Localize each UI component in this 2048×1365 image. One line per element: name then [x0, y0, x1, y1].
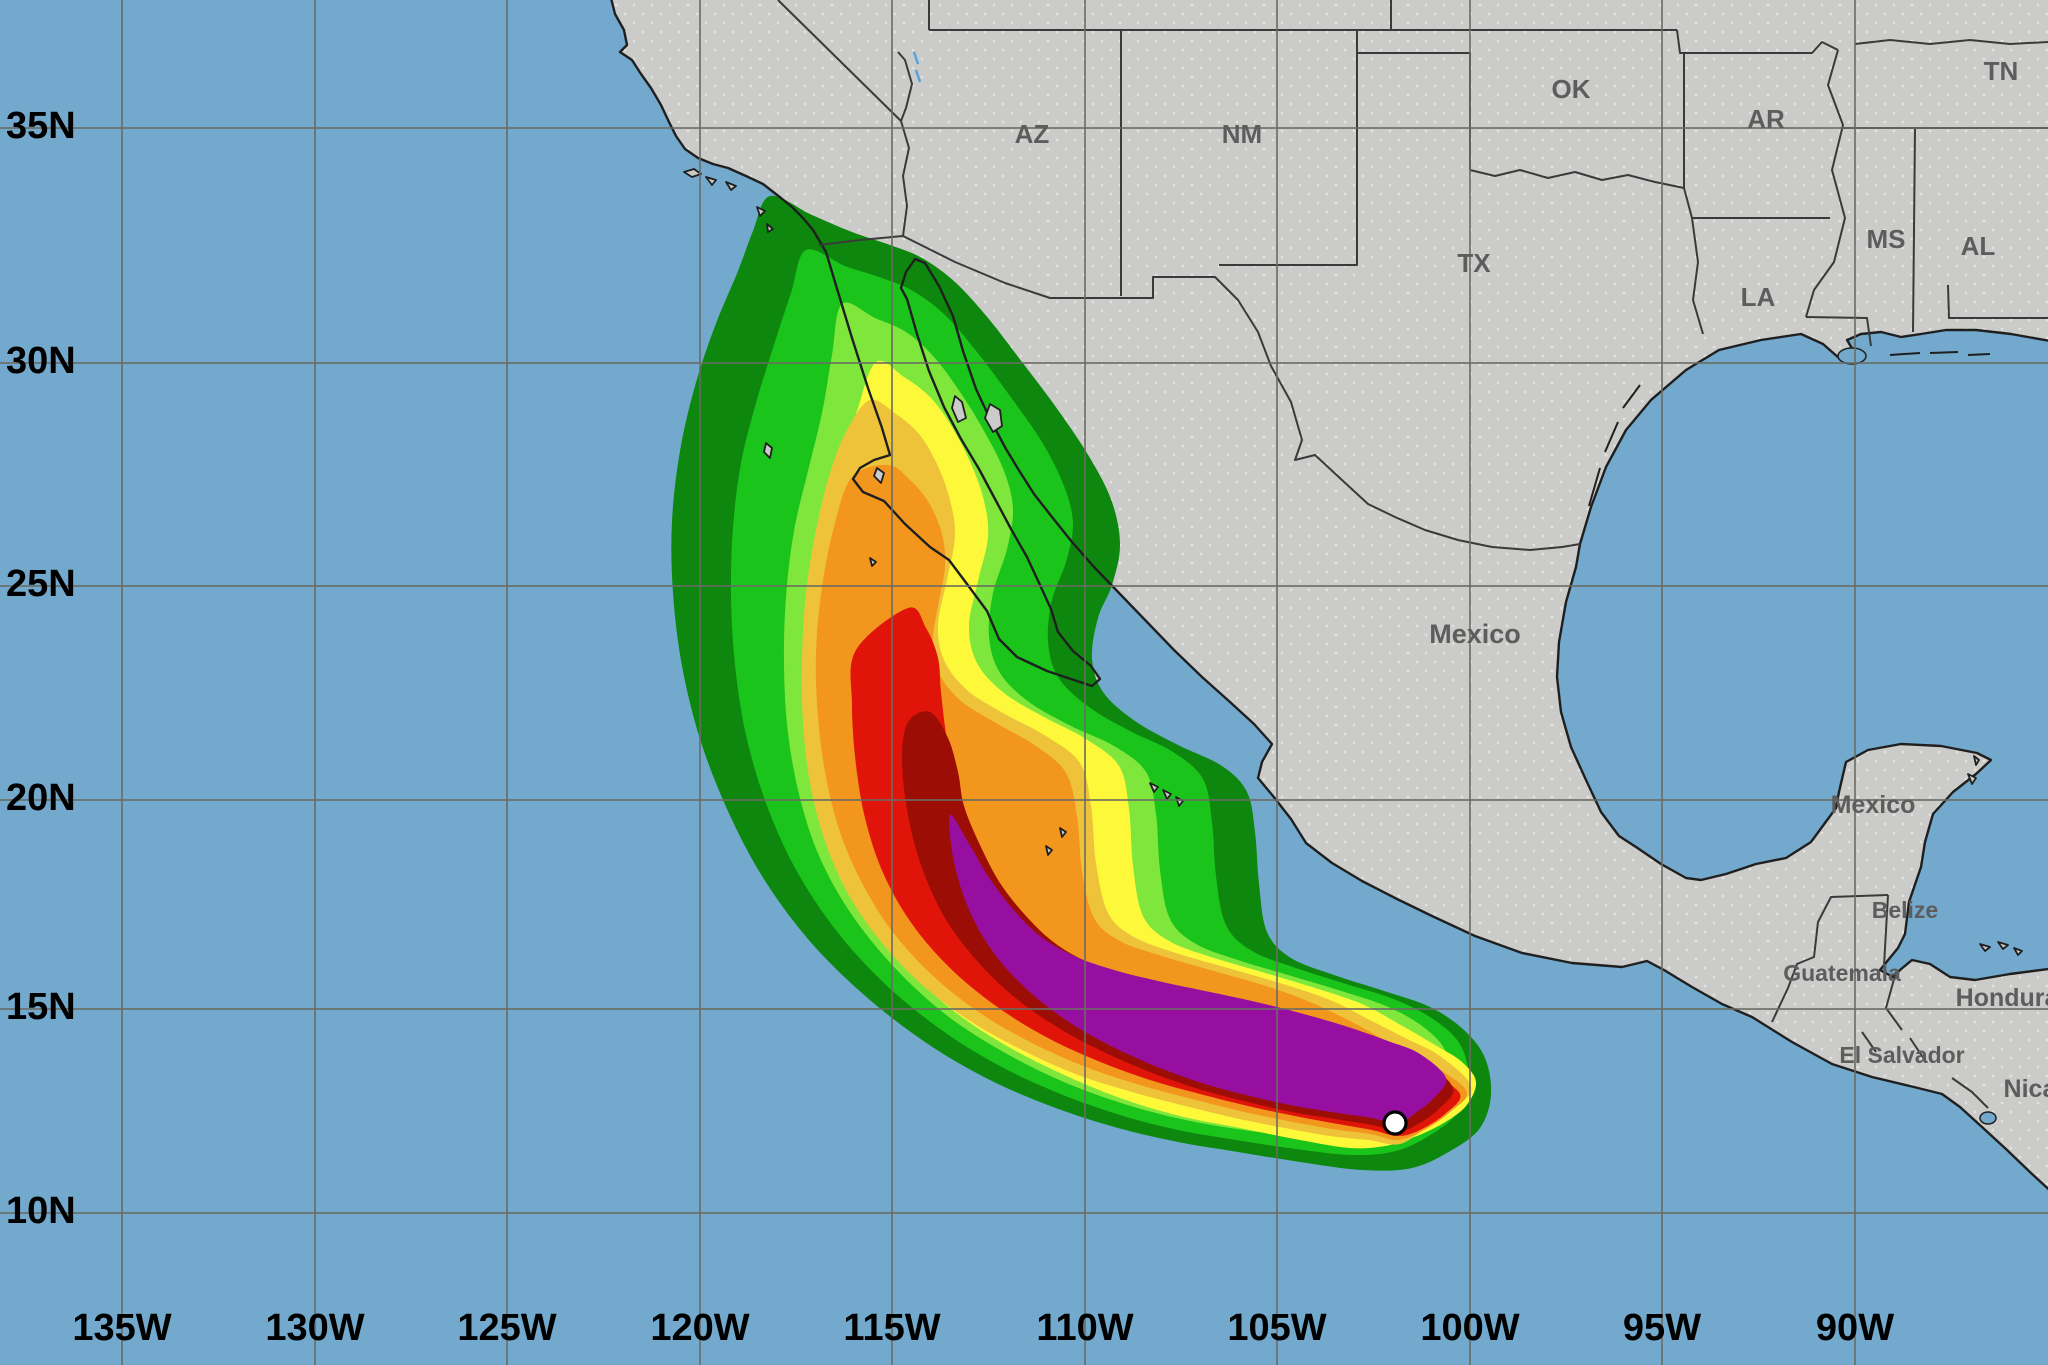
state-label-nm: NM: [1222, 119, 1262, 149]
lat-label-20n: 20N: [6, 777, 76, 819]
state-label-tn: TN: [1984, 56, 2019, 86]
lon-label-115w: 115W: [843, 1307, 940, 1349]
wind-probability-swath: [671, 195, 1492, 1171]
lon-label-105w: 105W: [1227, 1307, 1326, 1349]
country-label-mexico-yucatan: Mexico: [1831, 791, 1916, 819]
lon-label-135w: 135W: [72, 1307, 171, 1349]
lon-label-125w: 125W: [457, 1307, 556, 1349]
state-label-al: AL: [1961, 231, 1996, 261]
state-label-la: LA: [1741, 282, 1776, 312]
lat-label-10n: 10N: [6, 1190, 76, 1232]
lat-label-25n: 25N: [6, 563, 76, 605]
state-label-ar: AR: [1747, 104, 1785, 134]
country-label-mexico-mainland: Mexico: [1429, 619, 1521, 649]
lon-label-120w: 120W: [650, 1307, 749, 1349]
state-label-ms: MS: [1867, 224, 1906, 254]
country-label-belize: Belize: [1872, 897, 1938, 923]
storm-center-marker: [1382, 1110, 1408, 1136]
state-label-ok: OK: [1552, 74, 1591, 104]
coastline-layer: [610, 0, 2048, 1191]
lon-label-130w: 130W: [265, 1307, 364, 1349]
country-label-nicaragua: Nicaragua: [2004, 1075, 2048, 1103]
state-label-tx: TX: [1457, 248, 1491, 278]
lon-label-110w: 110W: [1036, 1307, 1133, 1349]
country-label-honduras: Honduras: [1956, 984, 2048, 1012]
lon-label-95w: 95W: [1623, 1307, 1701, 1349]
lon-label-100w: 100W: [1420, 1307, 1519, 1349]
country-label-guatemala: Guatemala: [1783, 960, 1901, 986]
probability-band-purple: [949, 814, 1447, 1125]
state-border-layer: [777, 0, 2048, 1109]
probability-band-red: [850, 607, 1461, 1136]
country-label-el-salvador: El Salvador: [1839, 1042, 1964, 1068]
lat-label-30n: 30N: [6, 340, 76, 382]
state-label-az: AZ: [1015, 119, 1050, 149]
lat-label-35n: 35N: [6, 105, 76, 147]
label-layer: 35N 30N 25N 20N 15N 10N 135W 130W 125W 1…: [6, 56, 2048, 1349]
lat-label-15n: 15N: [6, 986, 76, 1028]
lon-label-90w: 90W: [1816, 1307, 1894, 1349]
island-layer: [683, 168, 2023, 1125]
